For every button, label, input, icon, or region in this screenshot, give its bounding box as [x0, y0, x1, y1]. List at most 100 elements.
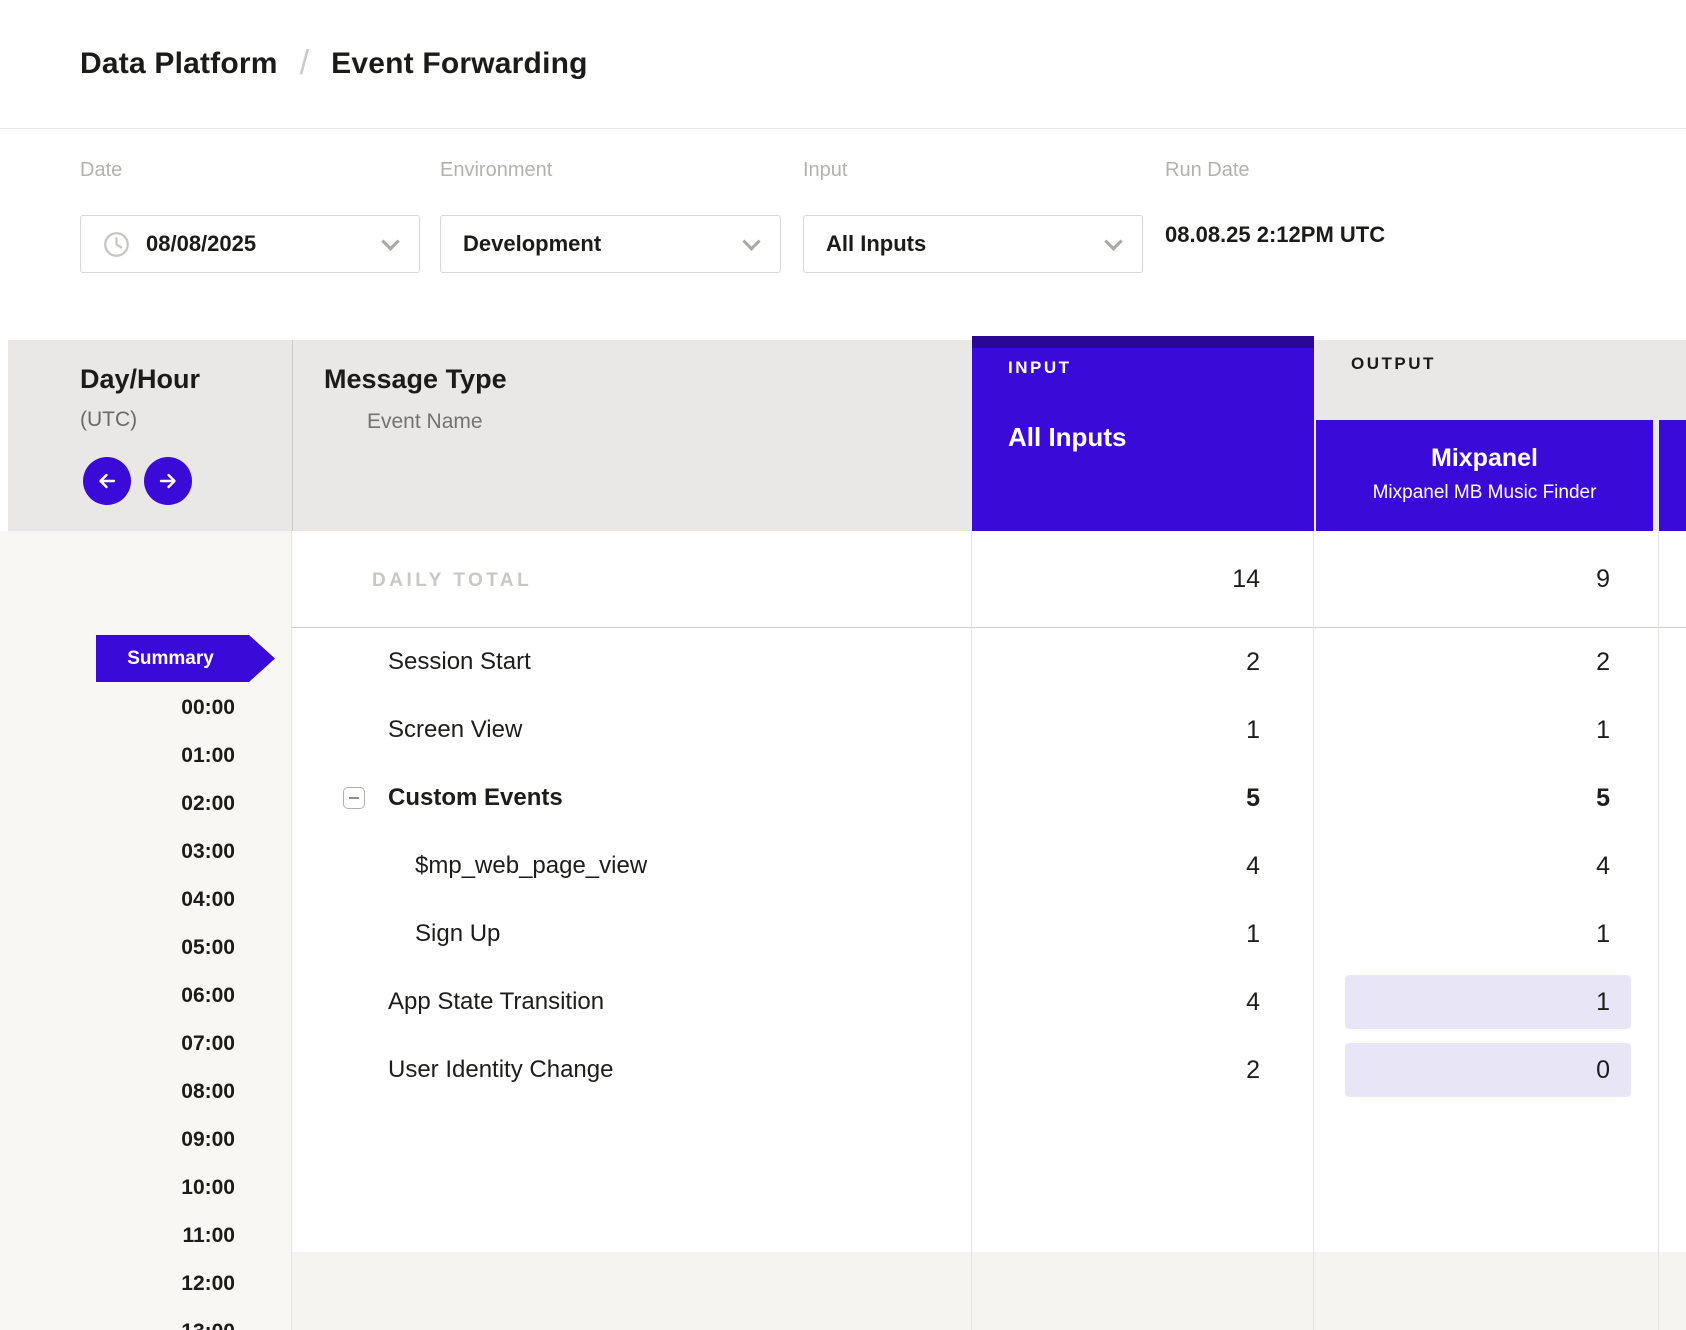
output-column-name: Mixpanel	[1431, 444, 1538, 472]
environment-select-value: Development	[463, 231, 602, 256]
hour-column: Summary 00:00 01:00 02:00 03:00 04:00 05…	[0, 531, 292, 1330]
row-input-value: 4	[1246, 851, 1260, 880]
summary-badge[interactable]: Summary	[96, 635, 275, 682]
row-name: Custom Events	[388, 784, 563, 811]
output-column-subtitle: Mixpanel MB Music Finder	[1372, 482, 1597, 503]
environment-filter-label: Environment	[440, 159, 553, 181]
table-row-app-state-transition: App State Transition 4 1	[292, 968, 1686, 1036]
row-name: App State Transition	[388, 988, 605, 1015]
message-type-title: Message Type	[324, 364, 507, 394]
hour-slot-07[interactable]: 07:00	[181, 1032, 235, 1055]
row-output-value: 1	[1596, 715, 1610, 744]
row-name: Session Start	[388, 648, 531, 675]
hour-slot-03[interactable]: 03:00	[181, 840, 235, 863]
input-filter-group: Input All Inputs	[803, 159, 1143, 340]
hour-slot-08[interactable]: 08:00	[181, 1080, 235, 1103]
input-column-name: All Inputs	[1008, 422, 1127, 452]
row-output-cell: 0	[1314, 1043, 1658, 1097]
output-section-label: OUTPUT	[1351, 354, 1436, 373]
minus-glyph	[349, 797, 359, 799]
grid-header: Day/Hour (UTC) Message Type Event Name I…	[8, 336, 1686, 531]
table-row-user-identity-change: User Identity Change 2 0	[292, 1036, 1686, 1104]
page-title: Event Forwarding	[331, 47, 588, 80]
row-output-value: 1	[1596, 919, 1610, 948]
event-rows: Session Start 2 2 Screen View 1 1 Custom…	[292, 628, 1686, 1104]
hour-slot-01[interactable]: 01:00	[181, 744, 235, 767]
daily-total-label: DAILY TOTAL	[372, 570, 533, 591]
input-column-header: INPUT All Inputs	[972, 336, 1314, 531]
breadcrumb-section[interactable]: Data Platform	[80, 47, 278, 80]
row-input-value: 5	[1246, 783, 1260, 812]
row-output-highlighted-value: 0	[1345, 1043, 1631, 1097]
hour-slot-06[interactable]: 06:00	[181, 984, 235, 1007]
column-divider	[1658, 531, 1659, 1330]
previous-day-button[interactable]	[83, 457, 131, 505]
daily-total-output-value: 9	[1596, 564, 1610, 593]
row-name: $mp_web_page_view	[415, 852, 648, 879]
chevron-down-icon	[1104, 231, 1123, 251]
table-row-screen-view: Screen View 1 1	[292, 696, 1686, 764]
header-column-divider	[292, 340, 293, 531]
hour-slot-02[interactable]: 02:00	[181, 792, 235, 815]
row-input-value: 4	[1246, 987, 1260, 1016]
hour-slot-09[interactable]: 09:00	[181, 1128, 235, 1151]
daily-total-row: DAILY TOTAL 14 9	[292, 531, 1686, 628]
hour-slot-04[interactable]: 04:00	[181, 888, 235, 911]
input-select[interactable]: All Inputs	[803, 215, 1143, 273]
hour-slot-10[interactable]: 10:00	[181, 1176, 235, 1199]
output-column-header: Mixpanel Mixpanel MB Music Finder	[1316, 420, 1653, 531]
row-input-value: 1	[1246, 919, 1260, 948]
input-section-label: INPUT	[1008, 358, 1072, 377]
environment-select[interactable]: Development	[440, 215, 781, 273]
environment-filter-group: Environment Development	[440, 159, 781, 340]
hour-slot-00[interactable]: 00:00	[181, 696, 235, 719]
next-output-column-header-partial	[1659, 420, 1686, 531]
row-output-cell: 1	[1314, 975, 1658, 1029]
table-row-session-start: Session Start 2 2	[292, 628, 1686, 696]
hour-slot-12[interactable]: 12:00	[181, 1272, 235, 1295]
table-row-sign-up: Sign Up 1 1	[292, 900, 1686, 968]
row-input-value: 1	[1246, 715, 1260, 744]
hour-slot-05[interactable]: 05:00	[181, 936, 235, 959]
grid-body: Summary 00:00 01:00 02:00 03:00 04:00 05…	[0, 531, 1686, 1330]
breadcrumb: Data Platform / Event Forwarding	[0, 0, 1686, 129]
input-filter-label: Input	[803, 159, 848, 181]
chevron-down-icon	[742, 231, 761, 251]
day-hour-title: Day/Hour	[80, 364, 201, 394]
clock-icon	[104, 231, 129, 257]
event-name-subtitle: Event Name	[367, 410, 483, 433]
input-select-value: All Inputs	[826, 231, 927, 256]
hour-slot-11[interactable]: 11:00	[182, 1224, 235, 1247]
row-output-value: 2	[1596, 647, 1610, 676]
row-name: User Identity Change	[388, 1056, 614, 1083]
row-input-value: 2	[1246, 647, 1260, 676]
row-input-value: 2	[1246, 1055, 1260, 1084]
row-output-value: 4	[1596, 851, 1610, 880]
run-date-value: 08.08.25 2:12PM UTC	[1165, 222, 1386, 247]
column-divider	[1313, 531, 1314, 1330]
column-divider	[971, 531, 972, 1330]
table-row-custom-events: Custom Events 5 5	[292, 764, 1686, 832]
next-day-button[interactable]	[144, 457, 192, 505]
chevron-down-icon	[381, 231, 400, 251]
date-select-value: 08/08/2025	[146, 231, 257, 256]
run-date-label: Run Date	[1165, 159, 1250, 181]
hour-list: 00:00 01:00 02:00 03:00 04:00 05:00 06:0…	[0, 684, 235, 1330]
row-name: Screen View	[388, 716, 523, 743]
column-divider	[291, 531, 292, 1330]
row-output-highlighted-value: 1	[1345, 975, 1631, 1029]
filter-bar: Date 08/08/2025 Environment Development …	[0, 130, 1686, 340]
table-row-mp-web-page-view: $mp_web_page_view 4 4	[292, 832, 1686, 900]
date-select[interactable]: 08/08/2025	[80, 215, 420, 273]
arrow-left-icon	[99, 473, 116, 489]
row-output-value: 5	[1596, 783, 1610, 812]
day-hour-timezone: (UTC)	[80, 408, 138, 431]
date-filter-group: Date 08/08/2025	[80, 159, 420, 340]
arrow-right-icon	[159, 473, 176, 489]
breadcrumb-separator: /	[299, 43, 310, 82]
hour-slot-13[interactable]: 13:00	[0, 1308, 235, 1330]
day-nav-arrows	[83, 457, 192, 505]
collapse-minus-icon[interactable]	[343, 787, 365, 809]
run-date-group: Run Date 08.08.25 2:12PM UTC	[1165, 159, 1385, 340]
